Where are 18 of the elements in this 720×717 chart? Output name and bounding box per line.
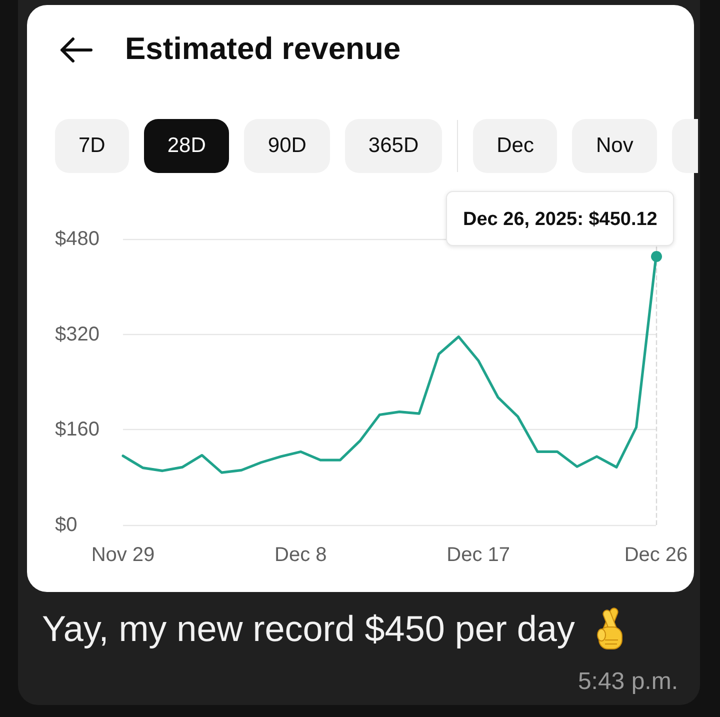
x-tick-label: Dec 26 [624, 544, 688, 566]
tab-button: Nov [572, 119, 657, 173]
tab-button: 7D [55, 119, 129, 173]
chart-title: Estimated revenue [125, 31, 401, 66]
tab-button: Dec [473, 119, 558, 173]
text: 5:43 p.m. [578, 668, 678, 695]
y-tick-label: $320 [55, 323, 100, 346]
tab-button: 90D [244, 119, 330, 173]
x-tick-label: Nov 29 [91, 544, 155, 566]
tab-button: 365D [344, 119, 442, 173]
x-tick-label: Dec 17 [446, 544, 510, 566]
y-tick-label: $160 [55, 418, 100, 441]
text: Yay, my new record $450 per day [42, 607, 575, 651]
x-tick-label: Dec 8 [274, 544, 327, 566]
y-tick-label: $0 [55, 514, 78, 536]
y-tick-label: $480 [55, 228, 100, 250]
tab-button: 28D [144, 119, 230, 173]
annotation: Dec 26, 2025: $450.12 [446, 190, 674, 246]
